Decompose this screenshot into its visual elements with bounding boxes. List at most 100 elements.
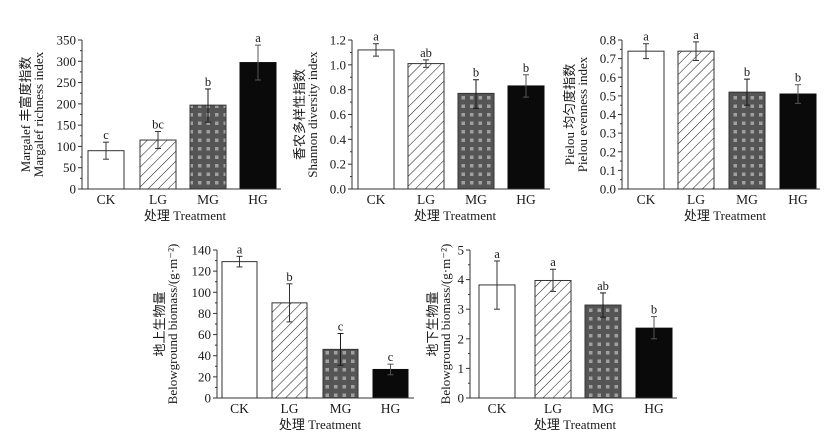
significance-label-ck: a [237, 242, 243, 256]
y-tick-label: 1.0 [330, 57, 346, 72]
y-tick-label: 350 [57, 33, 77, 48]
error-bar-mg [205, 88, 211, 123]
y-tick-label: 300 [57, 54, 77, 69]
bar-lg [407, 63, 445, 190]
significance-label-ck: a [494, 247, 500, 261]
y-axis-title-line-2: Margalef richness index [31, 51, 46, 177]
x-tick-label-lg: LG [417, 192, 435, 207]
y-tick-label: 1 [458, 361, 465, 376]
significance-label-hg: b [523, 61, 529, 75]
y-tick-label: 40 [198, 348, 211, 363]
x-tick-label-lg: LG [149, 192, 167, 207]
error-bar-mg [744, 78, 750, 106]
error-bar-lg [550, 268, 556, 292]
chart-3: a a b b 0.0 0.1 0.2 0.3 0.4 0.5 0.6 0.7 0.8 CK LG MG HG 处… [562, 28, 820, 223]
y-tick-label: 0.0 [600, 182, 616, 197]
x-tick-label-hg: HG [644, 401, 664, 416]
significance-label-hg: b [651, 303, 657, 317]
y-axis-title-line-1: 地下生物量 [425, 291, 440, 356]
x-tick-label-hg: HG [516, 192, 536, 207]
y-tick-label: 60 [198, 327, 211, 342]
y-tick-label: 5 [458, 243, 465, 258]
error-bar-hg [255, 44, 261, 81]
y-tick-label: 0.1 [600, 163, 616, 178]
y-tick-label: 0.6 [330, 107, 347, 122]
x-tick-label-ck: CK [637, 192, 656, 207]
y-tick-label: 0.5 [600, 88, 616, 103]
x-tick-label-mg: MG [736, 192, 758, 207]
y-tick-label: 80 [198, 306, 211, 321]
y-axis-title-line-1: Pielou 均匀度指数 [562, 64, 577, 165]
significance-label-ck: a [643, 30, 649, 44]
bar-mg [728, 91, 766, 190]
x-tick-label-lg: LG [687, 192, 705, 207]
y-tick-label: 0.3 [600, 126, 616, 141]
significance-label-lg: bc [152, 118, 164, 132]
significance-label-hg: a [255, 31, 261, 45]
error-bar-hg [387, 363, 394, 376]
y-tick-label: 150 [57, 118, 77, 133]
y-tick-label: 3 [458, 302, 465, 317]
y-tick-label: 0 [70, 182, 77, 197]
y-tick-label: 1.2 [330, 33, 346, 48]
significance-label-ck: a [373, 30, 379, 44]
y-axis-title-line-2: Shannon diversity index [305, 51, 320, 178]
y-axis-title-line-2: Belowground biomass/(g·m⁻²) [165, 244, 180, 405]
chart-4: a b c c 0 20 40 60 80 100 120 140 CK LG MG HG 处理 Treatme… [152, 242, 414, 432]
y-tick-label: 0 [205, 391, 212, 406]
significance-label-mg: b [473, 66, 479, 80]
error-bar-lg [423, 59, 429, 68]
bar-hg [779, 93, 817, 190]
chart-5: a a ab b 0 1 2 3 4 5 CK LG MG HG 处理 Treatment 地下生物量Belo… [425, 243, 677, 432]
significance-label-hg: c [388, 350, 394, 364]
x-tick-label-ck: CK [230, 401, 249, 416]
significance-label-mg: c [338, 320, 344, 334]
bar-ck [357, 49, 395, 190]
significance-label-lg: a [693, 28, 699, 42]
x-tick-label-hg: HG [788, 192, 808, 207]
y-axis-title-line-1: 地上生物量 [152, 291, 167, 356]
bar-hg [507, 85, 545, 190]
significance-label-hg: b [795, 71, 801, 85]
x-axis-title: 处理 Treatment [534, 417, 617, 432]
y-tick-label: 4 [458, 272, 465, 287]
error-bar-hg [651, 316, 657, 340]
x-tick-label-mg: MG [197, 192, 219, 207]
x-tick-label-ck: CK [97, 192, 116, 207]
x-tick-label-mg: MG [592, 401, 614, 416]
y-tick-label: 100 [57, 139, 77, 154]
y-tick-label: 0.0 [330, 182, 346, 197]
x-tick-label-hg: HG [381, 401, 401, 416]
x-tick-label-mg: MG [330, 401, 352, 416]
y-tick-label: 0.7 [600, 51, 617, 66]
y-tick-label: 0.2 [330, 157, 346, 172]
x-axis-title: 处理 Treatment [684, 208, 767, 223]
y-tick-label: 250 [57, 75, 77, 90]
error-bar-hg [795, 84, 801, 104]
chart-1: c bc b a 0 50 100 150 200 250 300 350 CK LG MG HG 处理 Tre… [18, 31, 281, 223]
y-tick-label: 50 [63, 160, 76, 175]
bar-lg [677, 50, 715, 190]
error-bar-mg [600, 292, 606, 318]
y-axis-title-line-2: Pielou evenness index [575, 56, 590, 172]
error-bar-ck [643, 43, 649, 60]
y-tick-label: 100 [192, 285, 212, 300]
significance-label-lg: a [550, 255, 556, 269]
bar-mg [457, 92, 495, 190]
y-tick-label: 120 [192, 264, 212, 279]
y-tick-label: 2 [458, 331, 465, 346]
significance-label-lg: b [286, 270, 292, 284]
y-axis-title-line-1: Margalef 丰富度指数 [18, 57, 33, 173]
error-bar-mg [337, 333, 344, 366]
bar-hg [239, 62, 277, 190]
bar-mg [584, 304, 622, 399]
error-bar-mg [473, 79, 479, 109]
x-tick-label-hg: HG [248, 192, 268, 207]
x-axis-title: 处理 Treatment [414, 208, 497, 223]
y-tick-label: 0.4 [600, 107, 617, 122]
significance-label-lg: ab [420, 46, 432, 60]
error-bar-ck [103, 141, 109, 160]
chart-2: a ab b b 0.0 0.2 0.4 0.6 0.8 1.0 1.2 CK LG MG HG 处理 Tre… [292, 30, 550, 223]
x-axis-title: 处理 Treatment [279, 417, 362, 432]
